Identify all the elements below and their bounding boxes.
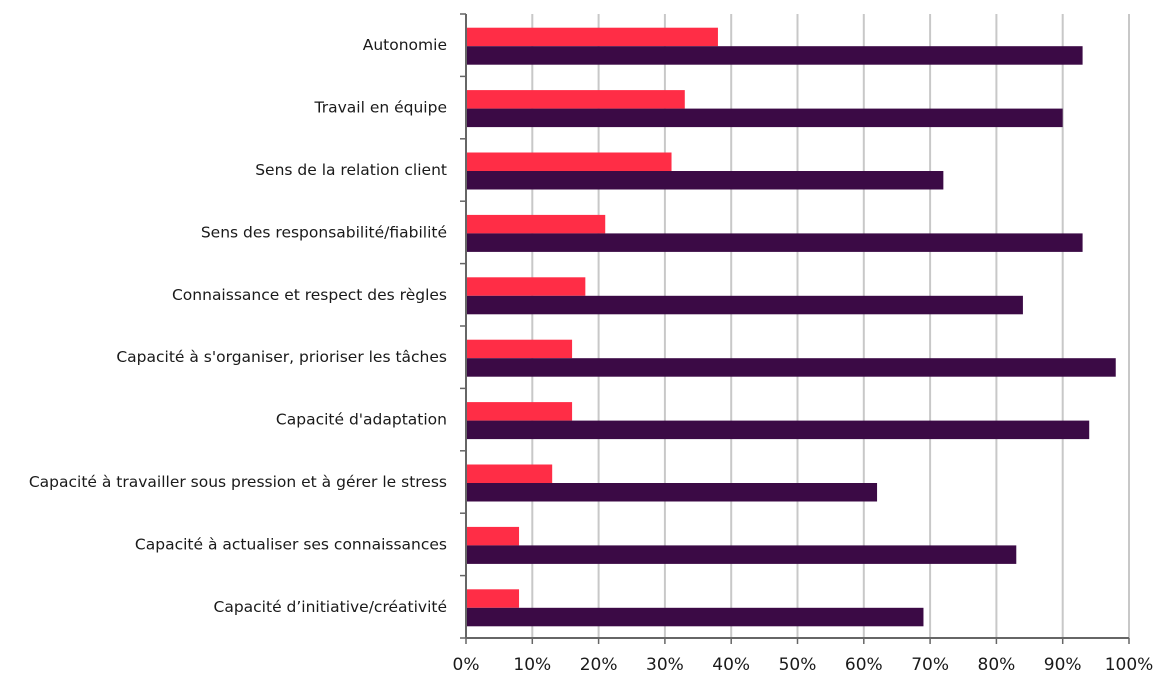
x-tick-label: 50% — [779, 655, 817, 675]
bar-series-2 — [467, 171, 944, 190]
category-label: Travail en équipe — [314, 99, 447, 117]
x-tick-label: 60% — [845, 655, 883, 675]
bar-series-1 — [467, 152, 672, 171]
x-tick-label: 80% — [978, 655, 1016, 675]
bar-series-1 — [467, 277, 586, 296]
bar-series-1 — [467, 90, 685, 109]
bar-series-1 — [467, 214, 606, 234]
bar-series-2 — [467, 420, 1090, 440]
bar-series-2 — [467, 46, 1083, 65]
bar-series-1 — [467, 27, 718, 47]
bar-series-1 — [467, 339, 573, 359]
category-label: Capacité d’initiative/créativité — [214, 598, 448, 616]
x-tick-label: 40% — [712, 655, 750, 675]
bar-series-2 — [467, 483, 878, 502]
category-label: Sens des responsabilité/fiabilité — [201, 223, 447, 241]
category-labels: Autonomie Travail en équipe Sens de la rel… — [29, 36, 447, 616]
x-tick-labels: 0% 10% 20% 30% 40% 50% 60% 70% 80% 90% 100% — [453, 655, 1154, 675]
x-tick-label: 90% — [1044, 655, 1082, 675]
category-label: Autonomie — [363, 36, 447, 54]
bar-series-1 — [467, 464, 553, 483]
category-label: Sens de la relation client — [255, 161, 447, 179]
category-label: Capacité à s'organiser, prioriser les tâ… — [116, 348, 447, 366]
bar-series-2 — [467, 108, 1063, 128]
category-label: Connaissance et respect des règles — [172, 286, 447, 304]
bar-series-2 — [467, 233, 1083, 252]
x-tick-label: 0% — [453, 655, 480, 675]
x-tick-label: 100% — [1105, 655, 1154, 675]
category-label: Capacité à actualiser ses connaissances — [135, 535, 447, 553]
x-tick-label: 70% — [911, 655, 949, 675]
bar-series-1 — [467, 589, 520, 608]
axes — [460, 13, 1130, 644]
bar-series-1 — [467, 402, 573, 421]
category-label: Capacité d'adaptation — [276, 411, 447, 429]
x-tick-label: 30% — [646, 655, 684, 675]
bar-series-2 — [467, 607, 924, 627]
x-tick-label: 20% — [580, 655, 618, 675]
bar-series-2 — [467, 545, 1017, 564]
bar-series-2 — [467, 295, 1023, 315]
category-label: Capacité à travailler sous pression et à… — [29, 473, 447, 491]
bar-series-2 — [467, 358, 1116, 377]
bar-series-1 — [467, 526, 520, 546]
bars — [467, 27, 1116, 627]
x-tick-label: 10% — [513, 655, 551, 675]
